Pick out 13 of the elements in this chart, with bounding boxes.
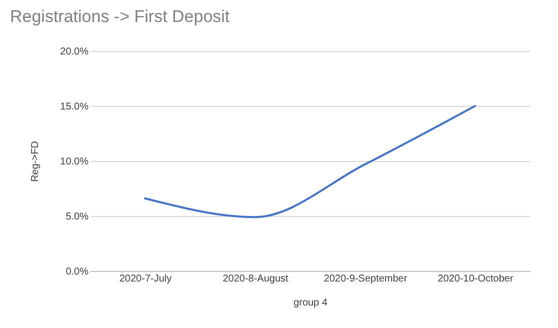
x-tick-label: 2020-9-September	[324, 274, 408, 284]
y-tick-label: 10.0%	[60, 156, 89, 168]
x-tick-label: 2020-8-August	[222, 274, 289, 284]
x-tick-label: 2020-7-July	[119, 274, 172, 284]
x-tick-label: 2020-10-October	[438, 274, 514, 284]
line-series	[144, 105, 476, 218]
y-tick-label: 5.0%	[66, 212, 89, 222]
x-axis-title: group 4	[294, 298, 328, 308]
chart-title: Registrations -> First Deposit	[10, 7, 230, 26]
y-tick-label: 20.0%	[60, 46, 89, 58]
y-tick-label: 0.0%	[66, 266, 89, 278]
y-axis-title: Reg->FD	[30, 141, 42, 182]
y-tick-label: 15.0%	[60, 102, 89, 112]
